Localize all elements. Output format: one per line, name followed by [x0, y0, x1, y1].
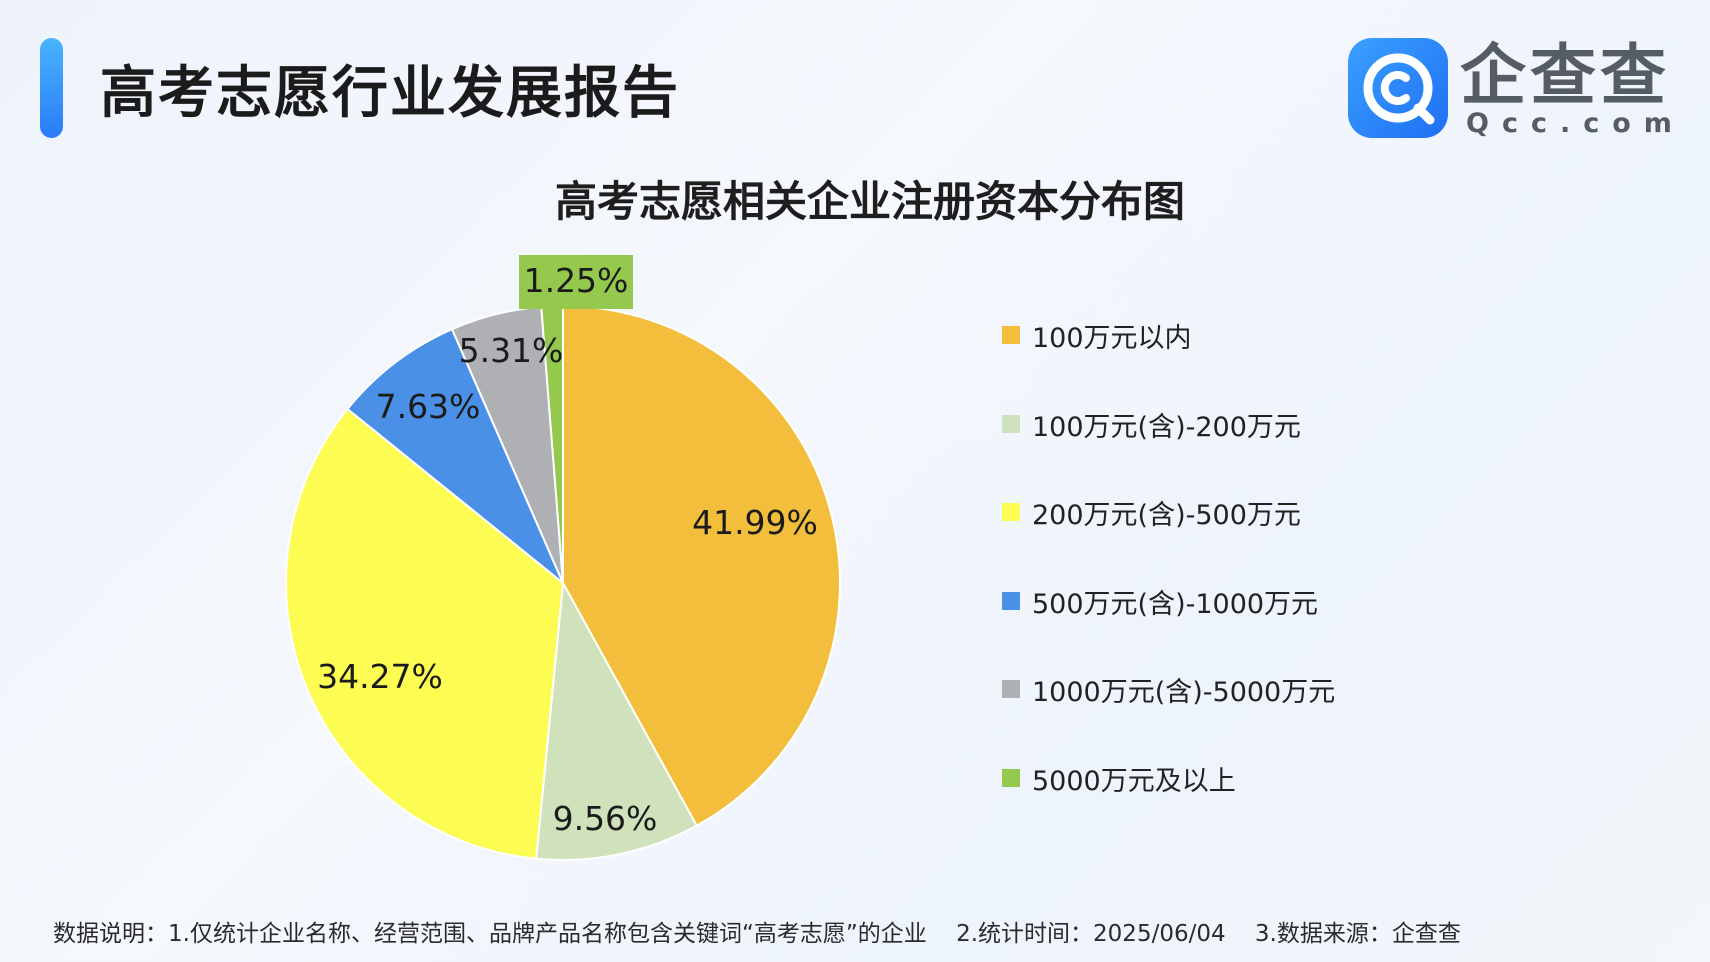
logo-domain: Qcc.com: [1466, 108, 1685, 139]
footnote-source: 3.数据来源：企查查: [1254, 921, 1461, 947]
legend-label: 100万元以内: [1032, 323, 1192, 354]
footnote: 数据说明：1.仅统计企业名称、经营范围、品牌产品名称包含关键词“高考志愿”的企业…: [53, 914, 1483, 948]
data-label-box: [519, 255, 633, 309]
pie-slice: [285, 407, 565, 860]
data-label: 1.25%: [524, 261, 629, 300]
pie-slice: [535, 579, 699, 861]
legend-swatch: [1002, 768, 1020, 787]
data-label: 7.63%: [376, 387, 481, 426]
legend-swatch: [1002, 326, 1020, 344]
qcc-logo-icon: [1348, 38, 1448, 138]
legend-label: 500万元(含)-1000万元: [1032, 588, 1319, 620]
footnote-description: 数据说明：1.仅统计企业名称、经营范围、品牌产品名称包含关键词“高考志愿”的企业: [53, 921, 927, 947]
data-label: 34.27%: [317, 657, 443, 696]
legend-label: 5000万元及以上: [1032, 765, 1236, 797]
data-label: 5.31%: [459, 331, 564, 370]
data-label: 9.56%: [553, 799, 658, 838]
footnote-date: 2.统计时间：2025/06/04: [956, 921, 1226, 947]
title-accent-bar: [40, 38, 63, 138]
legend-swatch: [1002, 680, 1020, 698]
legend-swatch: [1002, 591, 1020, 610]
qcc-logo: 企查查 Qcc.com: [1348, 38, 1678, 140]
logo-name: 企查查: [1460, 37, 1670, 114]
data-label: 41.99%: [692, 503, 818, 542]
page-title: 高考志愿行业发展报告: [100, 61, 680, 126]
legend-label: 1000万元(含)-5000万元: [1032, 677, 1336, 708]
legend-swatch: [1002, 503, 1020, 521]
legend-label: 100万元(含)-200万元: [1032, 411, 1301, 443]
chart-title: 高考志愿相关企业注册资本分布图: [554, 177, 1185, 226]
legend-label: 200万元(含)-500万元: [1032, 500, 1301, 531]
pie-slice: [346, 327, 564, 584]
legend-swatch: [1002, 414, 1020, 433]
pie-slice: [562, 304, 841, 827]
